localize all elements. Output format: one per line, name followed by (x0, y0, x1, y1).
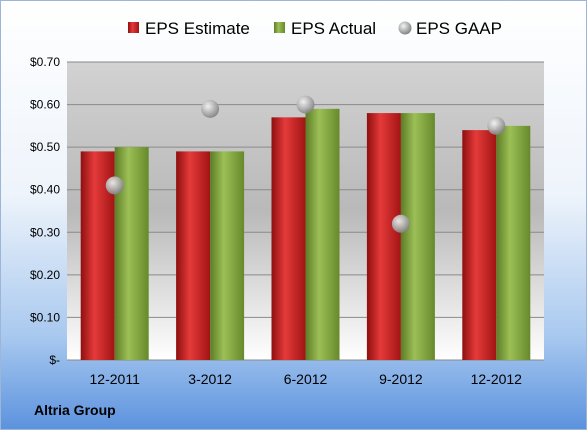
bar-estimate (462, 130, 497, 360)
bar-actual (496, 125, 531, 360)
legend-swatch-estimate (128, 22, 139, 33)
legend-swatch-gaap (398, 21, 412, 35)
legend-item-gaap: EPS GAAP (398, 19, 502, 38)
gaap-points (105, 95, 506, 233)
legend-label-gaap: EPS GAAP (416, 19, 502, 38)
gaap-point (201, 99, 220, 118)
x-tick-label: 3-2012 (188, 371, 232, 387)
y-axis-ticks: $- $0.10 $0.20 $0.30 $0.40 $0.50 $0.60 $0.70 (30, 55, 60, 367)
y-tick-label: $0.20 (30, 268, 60, 282)
bar-actual (305, 108, 340, 360)
y-tick-label: $0.40 (30, 183, 60, 197)
gaap-point (105, 176, 124, 195)
gaap-point (487, 116, 506, 135)
x-tick-label: 6-2012 (284, 371, 328, 387)
y-tick-label: $0.70 (30, 55, 60, 69)
legend: EPS Estimate EPS Actual EPS GAAP (128, 19, 502, 38)
y-tick-label: $0.50 (30, 140, 60, 154)
gaap-point (391, 214, 410, 233)
legend-item-estimate: EPS Estimate (128, 19, 250, 38)
legend-label-actual: EPS Actual (291, 19, 376, 38)
y-tick-label: $0.10 (30, 310, 60, 324)
x-tick-label: 12-2012 (471, 371, 523, 387)
legend-label-estimate: EPS Estimate (145, 19, 250, 38)
x-tick-label: 9-2012 (379, 371, 423, 387)
bar-estimate (271, 117, 306, 360)
y-tick-label: $0.30 (30, 225, 60, 239)
y-tick-label: $0.60 (30, 98, 60, 112)
bar-actual (210, 151, 245, 360)
legend-item-actual: EPS Actual (274, 19, 376, 38)
bar-estimate (366, 113, 401, 360)
bar-estimate (176, 151, 211, 360)
gaap-point (296, 95, 315, 114)
bar-actual (400, 113, 435, 360)
y-tick-label: $- (49, 353, 60, 367)
company-name: Altria Group (34, 402, 116, 418)
x-axis-labels: 12-2011 3-2012 6-2012 9-2012 12-2012 (90, 371, 523, 387)
x-tick-label: 12-2011 (90, 371, 141, 387)
legend-swatch-actual (274, 22, 285, 33)
